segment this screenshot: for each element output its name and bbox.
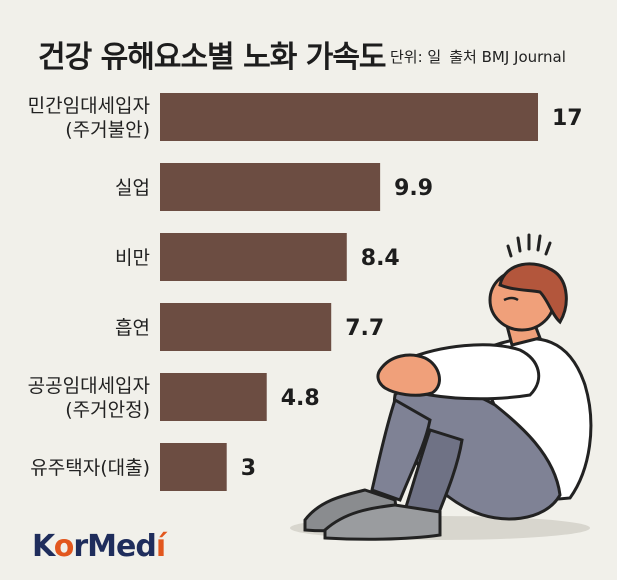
bar-5 xyxy=(160,443,227,491)
value-labels-layer: 17 9.9 8.4 7.7 4.8 3 xyxy=(241,106,583,481)
chart-title: 건강 유해요소별 노화 가속도 xyxy=(38,40,387,75)
bars-layer xyxy=(160,93,538,491)
bar-0 xyxy=(160,93,538,141)
bar-2 xyxy=(160,233,347,281)
category-label-0-1: (주거불안) xyxy=(65,119,150,141)
category-label-4-1: (주거안정) xyxy=(65,399,150,421)
category-label-2-0: 비만 xyxy=(115,247,150,269)
value-label-4: 4.8 xyxy=(281,386,320,411)
value-label-3: 7.7 xyxy=(345,316,384,341)
value-label-1: 9.9 xyxy=(394,176,433,201)
category-label-0-0: 민간임대세입자 xyxy=(28,95,150,117)
stressed-man-sitting-hugging-knees-icon xyxy=(290,233,593,541)
kormedi-logo: KorMedí xyxy=(32,529,166,564)
category-label-3-0: 흡연 xyxy=(115,317,150,339)
bar-1 xyxy=(160,163,381,211)
value-label-0: 17 xyxy=(552,106,583,131)
category-label-5-0: 유주택자(대출) xyxy=(30,457,150,479)
source-label: 출처 BMJ Journal xyxy=(449,48,566,66)
category-label-4-0: 공공임대세입자 xyxy=(28,375,150,397)
bar-3 xyxy=(160,303,332,351)
unit-label: 단위: 일 xyxy=(390,48,442,66)
value-label-5: 3 xyxy=(241,456,256,481)
category-label-1-0: 실업 xyxy=(115,177,150,199)
chart-meta: 단위: 일 출처 BMJ Journal xyxy=(390,46,566,67)
bar-4 xyxy=(160,373,267,421)
value-label-2: 8.4 xyxy=(361,246,400,271)
